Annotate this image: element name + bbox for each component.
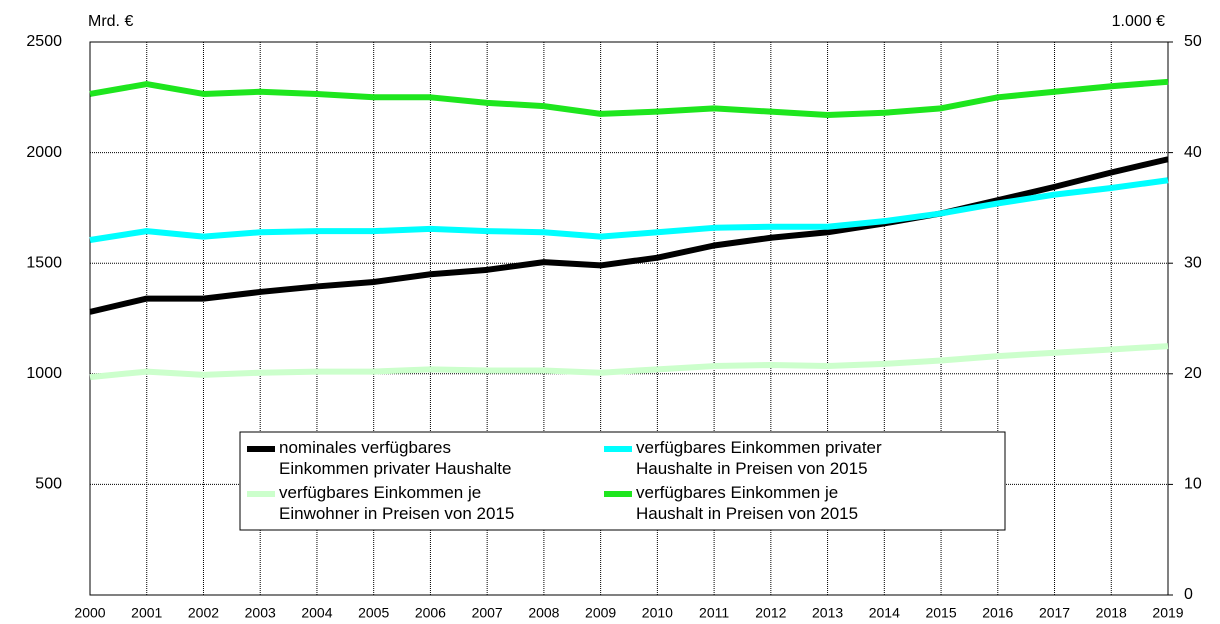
x-tick-label: 2013 [812,605,843,621]
series-line [89,177,1169,243]
x-tick-label: 2012 [755,605,786,621]
y2-tick-label: 10 [1184,476,1202,493]
x-tick-label: 2019 [1152,605,1183,621]
legend-label: verfügbares Einkommen je Haushalt in Prei… [636,483,858,523]
y-tick-label: 2000 [26,144,62,161]
y-tick-label: 1000 [26,365,62,382]
y2-tick-label: 50 [1184,33,1202,50]
y-tick-label: 2500 [26,33,62,50]
legend: verfügbares Einkommen je Einwohner in Pre… [239,431,1006,531]
series-line [89,343,1169,381]
legend-label: verfügbares Einkommen privater Haushalte … [636,438,882,478]
x-tick-label: 2017 [1039,605,1070,621]
y2-axis-title: 1.000 € [1112,13,1165,30]
x-tick-label: 2003 [245,605,276,621]
y-tick-label: 500 [35,476,62,493]
x-tick-label: 2007 [472,605,503,621]
y-tick-label: 1500 [26,254,62,271]
x-tick-label: 2016 [982,605,1013,621]
series-line [89,78,1169,118]
x-tick-label: 2001 [131,605,162,621]
plot-frame [89,41,1169,596]
x-tick-label: 2011 [699,605,729,621]
x-tick-label: 2000 [74,605,105,621]
legend-label: verfügbares Einkommen je Einwohner in Pre… [279,483,514,523]
x-tick-label: 2002 [188,605,219,621]
x-tick-label: 2018 [1096,605,1127,621]
x-tick-label: 2015 [925,605,956,621]
x-tick-label: 2004 [301,605,332,621]
x-tick-label: 2010 [642,605,673,621]
x-tick-label: 2009 [585,605,616,621]
x-tick-label: 2014 [869,605,900,621]
x-tick-label: 2005 [358,605,389,621]
x-tick-label: 2008 [528,605,559,621]
y2-tick-label: 40 [1184,144,1202,161]
y-axis-title: Mrd. € [88,13,133,30]
x-tick-label: 2006 [415,605,446,621]
legend-label: nominales verfügbares Einkommen privater … [279,438,511,478]
y2-tick-label: 30 [1184,254,1202,271]
y2-tick-label: 0 [1184,586,1193,603]
y2-tick-label: 20 [1184,365,1202,382]
